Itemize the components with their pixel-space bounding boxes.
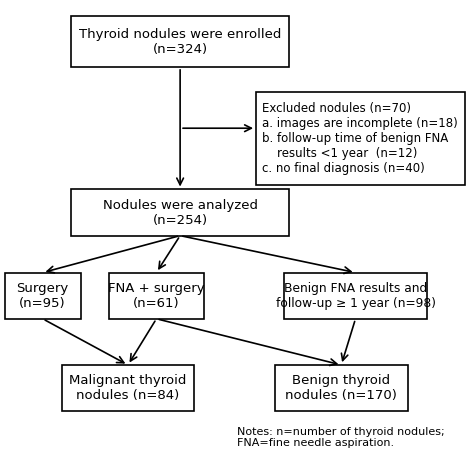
- Text: Excluded nodules (n=70)
a. images are incomplete (n=18)
b. follow-up time of ben: Excluded nodules (n=70) a. images are in…: [262, 102, 457, 175]
- Text: Malignant thyroid
nodules (n=84): Malignant thyroid nodules (n=84): [69, 374, 187, 402]
- Text: Surgery
(n=95): Surgery (n=95): [17, 282, 69, 310]
- Bar: [71, 16, 289, 67]
- Bar: [275, 365, 408, 411]
- Text: FNA + surgery
(n=61): FNA + surgery (n=61): [108, 282, 205, 310]
- Text: Benign FNA results and
follow-up ≥ 1 year (n=98): Benign FNA results and follow-up ≥ 1 yea…: [275, 282, 436, 310]
- Bar: [5, 273, 81, 319]
- Bar: [256, 92, 465, 185]
- Bar: [109, 273, 204, 319]
- Text: Notes: n=number of thyroid nodules;
FNA=fine needle aspiration.: Notes: n=number of thyroid nodules; FNA=…: [237, 426, 445, 448]
- Bar: [284, 273, 427, 319]
- Bar: [62, 365, 194, 411]
- Text: Nodules were analyzed
(n=254): Nodules were analyzed (n=254): [102, 199, 258, 226]
- Text: Thyroid nodules were enrolled
(n=324): Thyroid nodules were enrolled (n=324): [79, 28, 281, 55]
- Bar: [71, 189, 289, 236]
- Text: Benign thyroid
nodules (n=170): Benign thyroid nodules (n=170): [285, 374, 397, 402]
